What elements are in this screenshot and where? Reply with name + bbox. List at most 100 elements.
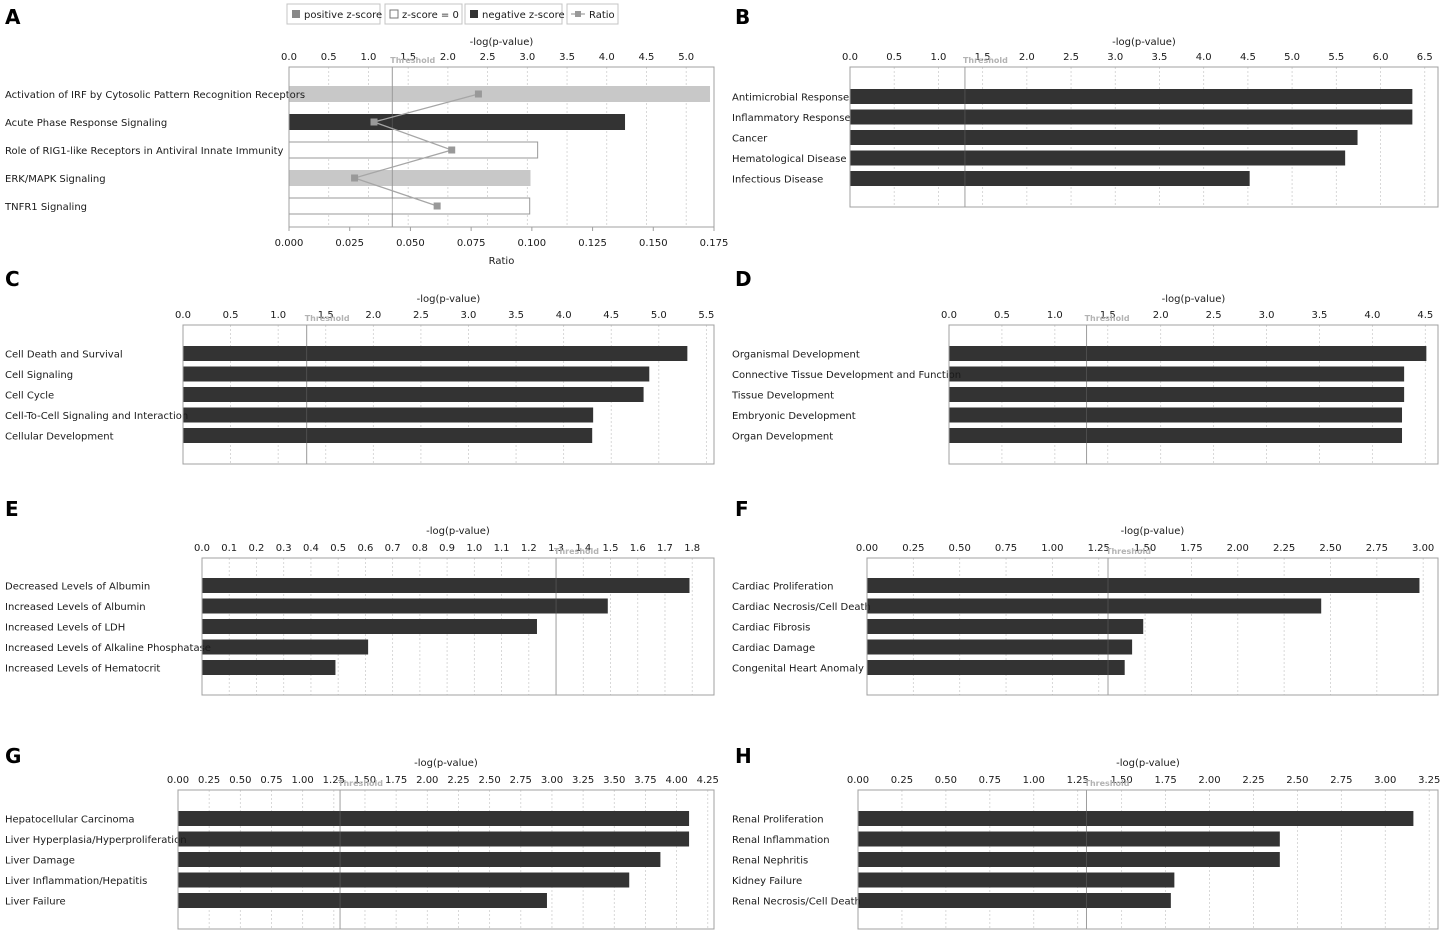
category-label: Connective Tissue Development and Functi…	[732, 370, 961, 381]
category-label: Renal Proliferation	[732, 815, 824, 826]
x-axis-ticks: 0.0 0.5 1.0 1.5 2.0 2.5 3.0 3.5 4.0 4.5 5.0 5.5 6.0 6…	[842, 52, 1433, 207]
tick-label: 1.0	[466, 543, 482, 554]
legend-swatch	[292, 10, 300, 18]
bars	[949, 346, 1427, 443]
bar	[202, 598, 608, 614]
x-axis-label: -log(p-value)	[1112, 37, 1176, 48]
panel-g: G -log(p-value) 0.00 0.25 0.50 0.75 1.00 1.25 1.…	[5, 744, 719, 930]
category-label: Renal Nephritis	[732, 856, 808, 867]
x-axis-label: -log(p-value)	[417, 294, 481, 305]
tick-label: 6.5	[1417, 52, 1433, 63]
tick-label: 2.0	[1019, 52, 1035, 63]
legend-label: z-score = 0	[402, 10, 459, 21]
bars	[288, 86, 711, 215]
bar	[850, 150, 1346, 166]
tick-label: 3.75	[634, 775, 656, 786]
tick-label: 4.25	[697, 775, 719, 786]
tick-label: 1.7	[657, 543, 673, 554]
legend-swatch	[389, 9, 399, 19]
category-label: Cell-To-Cell Signaling and Interaction	[5, 411, 188, 422]
ratio-tick-label: 0.075	[457, 238, 486, 249]
legend: positive z-score z-score = 0 negative z-sc…	[286, 3, 619, 25]
tick-label: 5.0	[1284, 52, 1300, 63]
category-label: Increased Levels of Albumin	[5, 602, 146, 613]
tick-label: 3.0	[519, 52, 535, 63]
panel-letter: B	[735, 5, 750, 29]
bar	[288, 197, 531, 215]
category-label: Cancer	[732, 134, 768, 145]
tick-label: 3.0	[1107, 52, 1123, 63]
category-label: Decreased Levels of Albumin	[5, 582, 150, 593]
tick-label: 1.3	[548, 543, 564, 554]
threshold-label: Threshold	[1084, 779, 1129, 788]
tick-label: 6.0	[1373, 52, 1389, 63]
bar	[289, 86, 711, 102]
tick-label: 1.75	[1154, 775, 1176, 786]
threshold-label: Threshold	[1085, 314, 1130, 323]
tick-label: 0.5	[886, 52, 902, 63]
category-label: Renal Inflammation	[732, 835, 830, 846]
bar	[867, 660, 1125, 675]
tick-label: 0.5	[321, 52, 337, 63]
tick-label: 0.0	[941, 310, 957, 321]
tick-label: 5.0	[678, 52, 694, 63]
category-label: TNFR1 Signaling	[4, 202, 87, 213]
panel-h: H -log(p-value) 0.00 0.25 0.50 0.75 1.00 1.25 1.…	[732, 744, 1440, 930]
tick-label: 1.4	[575, 543, 591, 554]
panel-f: F -log(p-value) 0.00 0.25 0.50 0.75 1.00 1.25 1.…	[732, 497, 1439, 696]
category-label: Embryonic Development	[732, 411, 856, 422]
tick-label: 5.5	[1328, 52, 1344, 63]
panel-letter: A	[5, 5, 21, 29]
bars	[178, 811, 690, 908]
tick-label: 3.25	[572, 775, 594, 786]
category-label: Cardiac Fibrosis	[732, 623, 810, 634]
tick-label: 0.50	[949, 543, 971, 554]
tick-label: 0.2	[249, 543, 265, 554]
ratio-point	[370, 118, 378, 126]
bar	[289, 114, 626, 130]
bar	[178, 872, 630, 888]
bar	[289, 170, 531, 186]
tick-label: 0.1	[221, 543, 237, 554]
tick-label: 2.75	[1330, 775, 1352, 786]
tick-label: 4.5	[1417, 310, 1433, 321]
category-label: Hematological Disease	[732, 154, 847, 165]
plot-frame	[288, 66, 715, 228]
threshold-label: Threshold	[554, 547, 599, 556]
plot-frame	[866, 557, 1439, 696]
tick-label: 2.75	[1366, 543, 1388, 554]
tick-label: 2.0	[365, 310, 381, 321]
tick-label: 1.0	[1047, 310, 1063, 321]
bar	[183, 346, 688, 361]
bar	[183, 387, 644, 402]
ratio-point	[474, 90, 482, 98]
category-label: Congenital Heart Anomaly	[732, 664, 864, 675]
ratio-axis-ticks: 0.000 0.025 0.050 0.075 0.100 0.125 0.150 0.175	[275, 227, 728, 249]
bar	[288, 141, 539, 159]
category-label: Liver Inflammation/Hepatitis	[5, 876, 147, 887]
bar	[867, 639, 1133, 655]
category-label: Liver Hyperplasia/Hyperproliferation	[5, 835, 187, 846]
ratio-axis-label: Ratio	[489, 256, 515, 267]
tick-label: 0.4	[303, 543, 319, 554]
category-label: Role of RIG1-like Receptors in Antiviral…	[5, 146, 284, 157]
ratio-point	[433, 202, 441, 210]
category-label: Kidney Failure	[732, 876, 802, 887]
plot-frame	[948, 324, 1439, 465]
tick-label: 1.5	[975, 52, 991, 63]
tick-label: 0.00	[167, 775, 189, 786]
bar	[949, 346, 1427, 361]
category-label: Liver Failure	[5, 897, 66, 908]
tick-label: 2.25	[1273, 543, 1295, 554]
tick-label: 0.00	[847, 775, 869, 786]
bars	[850, 89, 1413, 186]
tick-label: 2.5	[1063, 52, 1079, 63]
category-label: Cellular Development	[5, 432, 114, 443]
tick-label: 3.00	[541, 775, 563, 786]
tick-label: 2.5	[480, 52, 496, 63]
panel-letter: G	[5, 744, 21, 768]
bar	[178, 852, 661, 867]
tick-label: 2.50	[1286, 775, 1308, 786]
bar	[850, 130, 1358, 145]
tick-label: 0.0	[175, 310, 191, 321]
